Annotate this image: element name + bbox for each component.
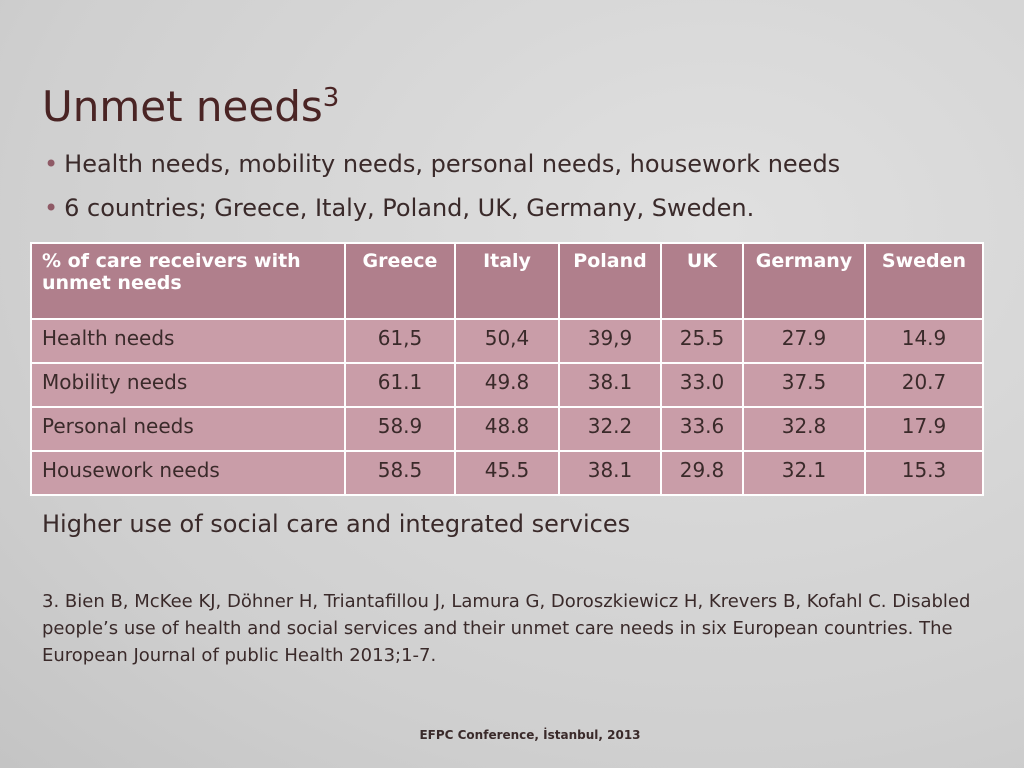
table-cell: 39,9 bbox=[558, 318, 662, 364]
table-cell: 20.7 bbox=[864, 362, 984, 408]
table-cell: 33.6 bbox=[660, 406, 744, 452]
table-cell: 37.5 bbox=[742, 362, 866, 408]
footer: EFPC Conference, İstanbul, 2013 bbox=[419, 728, 641, 742]
table-cell: 61.1 bbox=[344, 362, 456, 408]
table-cell: Personal needs bbox=[30, 406, 346, 452]
header-cell: % of care receivers with unmet needs bbox=[30, 242, 346, 320]
table-cell: 29.8 bbox=[660, 450, 744, 496]
table-cell: 32.1 bbox=[742, 450, 866, 496]
table-cell: 17.9 bbox=[864, 406, 984, 452]
table-cell: 48.8 bbox=[454, 406, 560, 452]
header-cell: Poland bbox=[558, 242, 662, 320]
table-cell: Health needs bbox=[30, 318, 346, 364]
bullet: 6 countries; Greece, Italy, Poland, UK, … bbox=[44, 194, 754, 222]
table-cell: 15.3 bbox=[864, 450, 984, 496]
header-cell: Sweden bbox=[864, 242, 984, 320]
header-row: % of care receivers with unmet needs Gree… bbox=[30, 242, 984, 320]
table-cell: 58.9 bbox=[344, 406, 456, 452]
title-text: Unmet needs bbox=[42, 82, 323, 131]
table-cell: 38.1 bbox=[558, 450, 662, 496]
table-cell: 32.2 bbox=[558, 406, 662, 452]
table-cell: 14.9 bbox=[864, 318, 984, 364]
title-superscript: 3 bbox=[322, 83, 340, 113]
table-cell: 33.0 bbox=[660, 362, 744, 408]
table-row: Personal needs 58.9 48.8 32.2 33.6 32.8 17.9 bbox=[30, 406, 984, 452]
table-row: Mobility needs 61.1 49.8 38.1 33.0 37.5 20.7 bbox=[30, 362, 984, 408]
table-cell: 45.5 bbox=[454, 450, 560, 496]
table-cell: 27.9 bbox=[742, 318, 866, 364]
bullet: Health needs, mobility needs, personal n… bbox=[44, 150, 840, 178]
table-cell: 61,5 bbox=[344, 318, 456, 364]
table-row: Housework needs 58.5 45.5 38.1 29.8 32.1 15.3 bbox=[30, 450, 984, 496]
table-cell: 58.5 bbox=[344, 450, 456, 496]
header-cell: UK bbox=[660, 242, 744, 320]
title: Unmet needs3 bbox=[42, 82, 339, 131]
data-table: % of care receivers with unmet needs Gree… bbox=[30, 242, 984, 496]
table-cell: 49.8 bbox=[454, 362, 560, 408]
table-cell: 38.1 bbox=[558, 362, 662, 408]
header-cell: Germany bbox=[742, 242, 866, 320]
table-cell: 32.8 bbox=[742, 406, 866, 452]
header-cell: Greece bbox=[344, 242, 456, 320]
table-cell: Housework needs bbox=[30, 450, 346, 496]
reference: 3. Bien B, McKee KJ, Döhner H, Triantafi… bbox=[42, 591, 971, 666]
table-cell: 50,4 bbox=[454, 318, 560, 364]
subheading: Higher use of social care and integrated… bbox=[42, 510, 631, 538]
table-cell: Mobility needs bbox=[30, 362, 346, 408]
table-cell: 25.5 bbox=[660, 318, 744, 364]
table-row: Health needs 61,5 50,4 39,9 25.5 27.9 14.9 bbox=[30, 318, 984, 364]
header-cell: Italy bbox=[454, 242, 560, 320]
